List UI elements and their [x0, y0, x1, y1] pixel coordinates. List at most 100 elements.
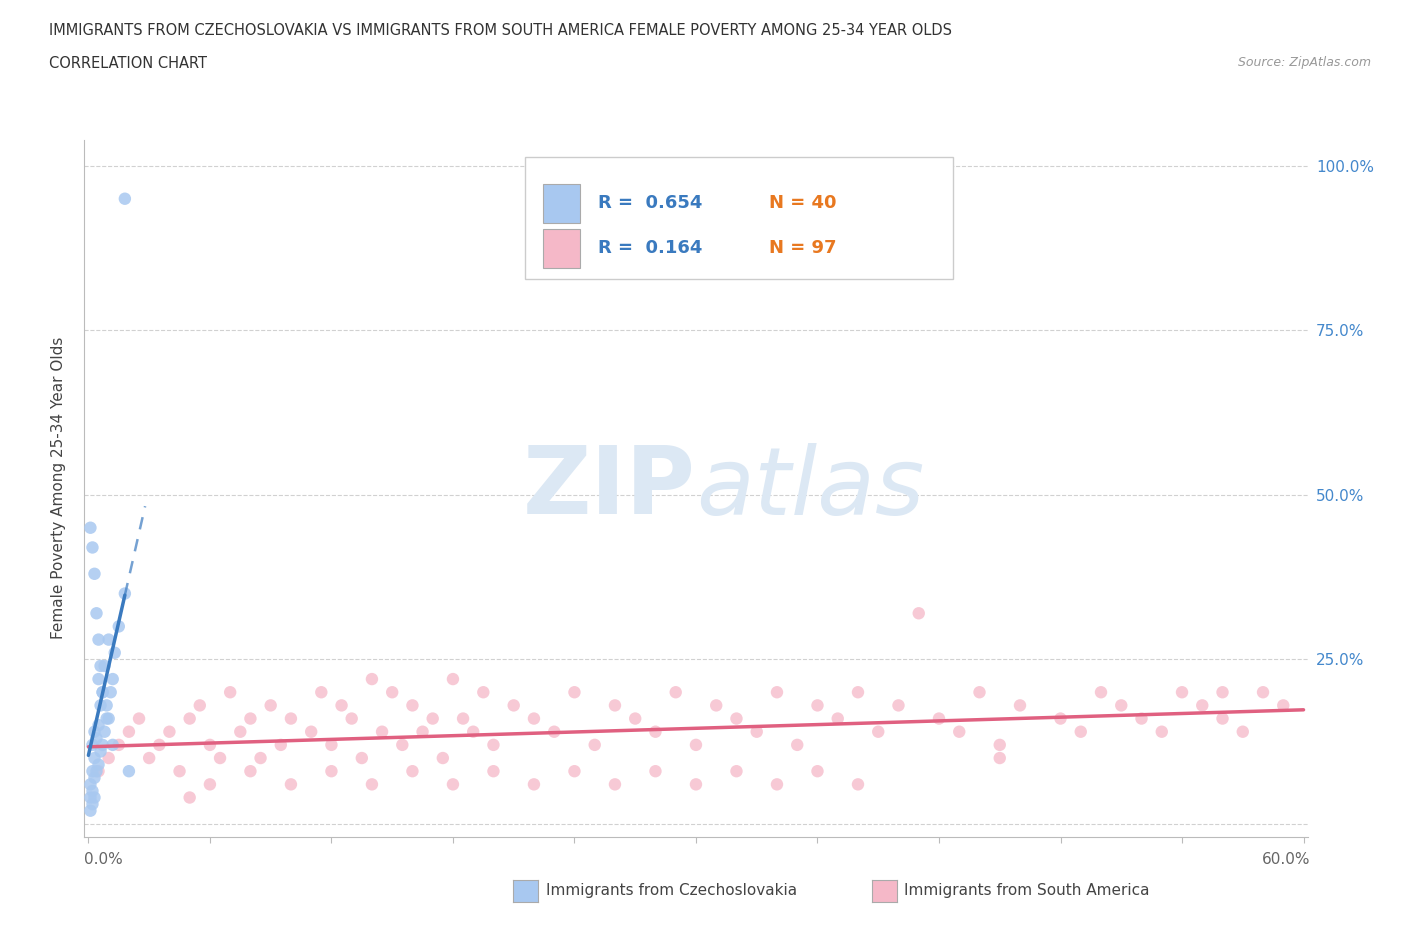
Point [432, 751, 454, 765]
Point [523, 711, 546, 726]
Point [564, 684, 586, 699]
Point [114, 192, 136, 206]
Point [198, 737, 221, 752]
Point [90, 658, 112, 673]
Point [1109, 698, 1132, 712]
Point [603, 777, 626, 791]
Point [988, 737, 1011, 752]
Point [79, 804, 101, 818]
Point [1191, 698, 1213, 712]
FancyBboxPatch shape [524, 157, 953, 279]
Point [87, 764, 110, 778]
Point [441, 671, 464, 686]
Point [104, 645, 127, 660]
Point [169, 764, 191, 778]
Point [219, 684, 242, 699]
Point [685, 777, 707, 791]
Point [523, 777, 546, 791]
Point [350, 751, 373, 765]
Point [1008, 698, 1031, 712]
Point [118, 724, 141, 739]
Point [101, 737, 124, 752]
Text: N = 40: N = 40 [769, 194, 837, 212]
Point [321, 764, 343, 778]
Point [482, 737, 505, 752]
Point [86, 731, 108, 746]
Point [97, 751, 120, 765]
Point [948, 724, 970, 739]
Point [361, 777, 384, 791]
Point [96, 711, 118, 726]
Point [846, 684, 869, 699]
Point [502, 698, 524, 712]
Point [83, 770, 105, 785]
Point [91, 684, 114, 699]
Point [603, 698, 626, 712]
Point [87, 718, 110, 733]
Point [138, 751, 160, 765]
Point [644, 764, 666, 778]
Text: R =  0.164: R = 0.164 [598, 240, 703, 258]
Point [1232, 724, 1254, 739]
Point [311, 684, 333, 699]
Point [179, 790, 201, 805]
Point [83, 790, 105, 805]
Point [91, 737, 114, 752]
Point [1212, 684, 1234, 699]
Point [118, 764, 141, 778]
Point [82, 797, 104, 812]
Point [330, 698, 353, 712]
Text: 0.0%: 0.0% [84, 852, 124, 867]
Point [86, 764, 108, 778]
Point [725, 764, 748, 778]
Point [107, 619, 129, 634]
Point [340, 711, 363, 726]
Point [83, 751, 105, 765]
Text: IMMIGRANTS FROM CZECHOSLOVAKIA VS IMMIGRANTS FROM SOUTH AMERICA FEMALE POVERTY A: IMMIGRANTS FROM CZECHOSLOVAKIA VS IMMIGR… [49, 23, 952, 38]
Point [766, 684, 789, 699]
Point [114, 586, 136, 601]
Point [79, 790, 101, 805]
Point [100, 684, 122, 699]
Point [86, 605, 108, 620]
Point [1212, 711, 1234, 726]
Point [745, 724, 768, 739]
Point [280, 711, 302, 726]
Point [1070, 724, 1092, 739]
Point [87, 671, 110, 686]
Bar [543, 230, 579, 268]
Point [482, 764, 505, 778]
Point [270, 737, 292, 752]
Point [128, 711, 150, 726]
Point [1090, 684, 1112, 699]
Point [198, 777, 221, 791]
Point [472, 684, 495, 699]
Point [624, 711, 647, 726]
Point [90, 744, 112, 759]
Text: Immigrants from South America: Immigrants from South America [904, 884, 1150, 898]
Point [229, 724, 252, 739]
Point [90, 698, 112, 712]
Point [1150, 724, 1173, 739]
Point [93, 724, 115, 739]
Point [361, 671, 384, 686]
Point [87, 757, 110, 772]
Point [786, 737, 808, 752]
Point [887, 698, 910, 712]
Point [371, 724, 394, 739]
Text: 60.0%: 60.0% [1263, 852, 1310, 867]
Point [83, 724, 105, 739]
Point [91, 684, 114, 699]
Point [412, 724, 434, 739]
Point [928, 711, 950, 726]
Point [644, 724, 666, 739]
Point [766, 777, 789, 791]
Point [907, 605, 929, 620]
Point [97, 632, 120, 647]
Point [441, 777, 464, 791]
Text: atlas: atlas [696, 443, 924, 534]
Point [157, 724, 180, 739]
Point [665, 684, 688, 699]
Text: CORRELATION CHART: CORRELATION CHART [49, 56, 207, 71]
Point [391, 737, 413, 752]
